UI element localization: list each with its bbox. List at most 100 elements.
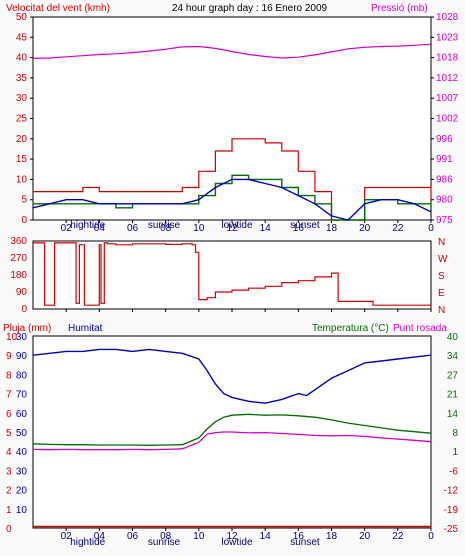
graph-title: 24 hour graph day : 16 Enero 2009	[172, 3, 328, 14]
rain-axis-label: Pluja (mm)	[3, 323, 51, 334]
humidity-y-tick: 70	[16, 390, 28, 401]
humidity-y-tick: 30	[16, 466, 28, 477]
rain-y-tick: 7	[6, 390, 12, 401]
rain-y-tick: 3	[6, 466, 12, 477]
event-label-lowtide: lowtide	[221, 220, 253, 231]
x-tick-label: 14	[260, 531, 272, 542]
rain-y-tick: 8	[6, 370, 12, 381]
direction-y-tick: 360	[10, 236, 27, 247]
temperature-series	[32, 413, 432, 446]
wind-y-tick: 0	[21, 215, 27, 226]
humidity-y-tick: 10	[16, 505, 28, 516]
x-tick-label: 14	[260, 223, 272, 234]
direction-y-tick: 0	[21, 304, 27, 315]
x-tick-label: 02	[61, 223, 73, 234]
rain-y-tick: 6	[6, 409, 12, 420]
event-label-hightide: hightide	[70, 537, 105, 548]
temperature-y-tick: 8	[452, 428, 458, 439]
x-tick-label: 10	[193, 531, 205, 542]
x-tick-label: 18	[326, 531, 338, 542]
data-series	[32, 43, 432, 528]
wind-y-tick: 40	[16, 53, 28, 64]
x-tick-label: 0	[428, 531, 434, 542]
x-tick-label: 18	[326, 223, 338, 234]
compass-y-tick: W	[438, 254, 448, 265]
humidity-y-tick: 80	[16, 370, 28, 381]
x-tick-label: 22	[392, 223, 404, 234]
temperature-y-tick: 14	[447, 409, 459, 420]
temperature-y-tick: 21	[447, 390, 459, 401]
event-label-lowtide: lowtide	[221, 537, 253, 548]
temperature-y-tick: 34	[447, 351, 459, 362]
wind-y-tick: 30	[16, 93, 28, 104]
wind-y-tick: 35	[16, 73, 28, 84]
tick-labels: 02 04 06 08 10 12 14 16 18 20 22 002 04 06 08 10 12 14 16 1…	[6, 12, 459, 542]
dewpoint-series	[32, 431, 432, 451]
compass-y-tick: N	[438, 305, 445, 316]
panel-direction-frame	[32, 240, 432, 310]
direction-y-tick: 180	[10, 270, 27, 281]
x-tick-label: 04	[94, 223, 106, 234]
wind-y-tick: 50	[16, 12, 28, 23]
temperature-axis-label: Temperatura (°C)	[312, 323, 389, 334]
direction-y-tick: 270	[10, 253, 27, 264]
humidity-y-tick: 50	[16, 428, 28, 439]
humidity-axis-label: Humitat	[68, 323, 103, 334]
pressure-y-tick: 1007	[436, 93, 459, 104]
humidity-y-tick: 40	[16, 447, 28, 458]
wind-y-tick: 20	[16, 134, 28, 145]
x-tick-label: 12	[226, 223, 238, 234]
rain-y-tick: 2	[6, 486, 12, 497]
rain-y-tick: 1	[6, 505, 12, 516]
direction-y-tick: 90	[16, 287, 28, 298]
pressure-y-tick: 1028	[436, 12, 459, 23]
wind-y-tick: 10	[16, 174, 28, 185]
wind-y-tick: 25	[16, 114, 28, 125]
pressure-y-tick: 980	[436, 195, 453, 206]
x-tick-label: 06	[127, 531, 139, 542]
x-tick-label: 20	[359, 223, 371, 234]
event-label-sunset: sunset	[290, 537, 320, 548]
rain-y-tick: 0	[6, 524, 12, 535]
pressure-y-tick: 986	[436, 174, 453, 185]
rain-y-tick: 5	[6, 428, 12, 439]
x-tick-label: 22	[392, 531, 404, 542]
pressure-y-tick: 1018	[436, 53, 459, 64]
wind-y-tick: 5	[21, 195, 27, 206]
rain-y-tick: 10	[6, 332, 18, 343]
direction-series	[33, 242, 431, 306]
pressure-y-tick: 996	[436, 134, 453, 145]
x-tick-label: 06	[127, 223, 139, 234]
x-tick-label: 04	[94, 531, 106, 542]
wind-axis-label: Velocitat del vent (kmh)	[6, 3, 110, 14]
wind-y-tick: 45	[16, 32, 28, 43]
pressure-y-tick: 1012	[436, 73, 459, 84]
event-label-sunrise: sunrise	[148, 220, 181, 231]
pressure-y-tick: 975	[436, 215, 453, 226]
humidity-y-tick: 20	[16, 486, 28, 497]
temperature-y-tick: -25	[444, 524, 459, 535]
temperature-y-tick: 27	[447, 370, 459, 381]
event-label-sunset: sunset	[290, 220, 320, 231]
humidity-top-tick: 30	[16, 332, 28, 343]
x-tick-label: 0	[428, 223, 434, 234]
event-label-hightide: hightide	[70, 220, 105, 231]
pressure-series	[32, 43, 432, 59]
wind-y-tick: 15	[16, 154, 28, 165]
humidity-series	[32, 348, 432, 404]
x-tick-label: 08	[160, 223, 172, 234]
temperature-y-tick: -19	[444, 505, 459, 516]
temperature-y-tick: -12	[444, 486, 459, 497]
grid-lines	[30, 16, 434, 531]
x-tick-label: 10	[193, 223, 205, 234]
pressure-axis-label: Pressió (mb)	[371, 3, 428, 14]
compass-y-tick: E	[438, 288, 445, 299]
rain-y-tick: 9	[6, 351, 12, 362]
humidity-y-tick: 60	[16, 409, 28, 420]
avg-wind-series	[32, 178, 432, 221]
panel-wind-frame	[32, 16, 432, 221]
pressure-y-tick: 1023	[436, 32, 459, 43]
rain-y-tick: 4	[6, 447, 12, 458]
